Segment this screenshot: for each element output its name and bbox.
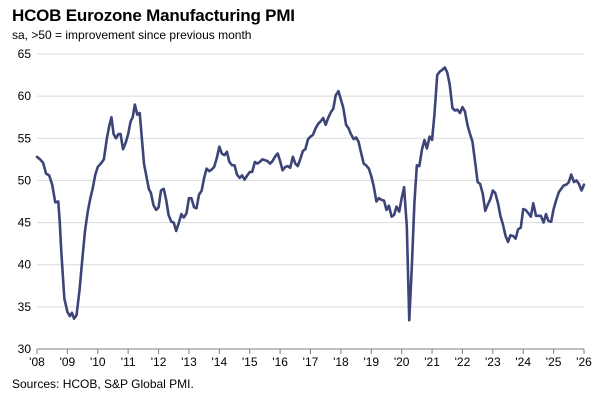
x-tick-label: '15 — [242, 355, 258, 369]
x-tick-label: '24 — [515, 355, 531, 369]
x-tick-label: '10 — [90, 355, 106, 369]
y-tick-label: 55 — [18, 131, 32, 145]
x-tick-label: '26 — [576, 355, 592, 369]
x-tick-label: '23 — [485, 355, 501, 369]
x-tick-label: '18 — [333, 355, 349, 369]
x-tick-label: '21 — [424, 355, 440, 369]
x-tick-label: '17 — [303, 355, 319, 369]
y-tick-label: 45 — [18, 216, 32, 230]
x-tick-label: '16 — [272, 355, 288, 369]
x-tick-label: '11 — [121, 355, 136, 369]
chart-title: HCOB Eurozone Manufacturing PMI — [12, 6, 295, 25]
x-tick-label: '13 — [181, 355, 197, 369]
y-tick-label: 65 — [18, 47, 32, 61]
y-tick-label: 50 — [18, 173, 32, 187]
y-tick-label: 35 — [18, 300, 32, 314]
y-tick-label: 30 — [18, 342, 32, 356]
y-tick-label: 40 — [18, 258, 32, 272]
x-tick-label: '20 — [394, 355, 410, 369]
chart-subtitle: sa, >50 = improvement since previous mon… — [12, 28, 252, 42]
x-tick-label: '19 — [363, 355, 379, 369]
x-tick-label: '25 — [546, 355, 562, 369]
chart-source: Sources: HCOB, S&P Global PMI. — [12, 377, 194, 391]
y-tick-label: 60 — [18, 89, 32, 103]
x-tick-label: '08 — [29, 355, 45, 369]
x-tick-label: '22 — [455, 355, 471, 369]
series-line — [35, 66, 586, 322]
x-tick-label: '09 — [60, 355, 76, 369]
x-tick-label: '12 — [151, 355, 167, 369]
x-tick-label: '14 — [212, 355, 228, 369]
